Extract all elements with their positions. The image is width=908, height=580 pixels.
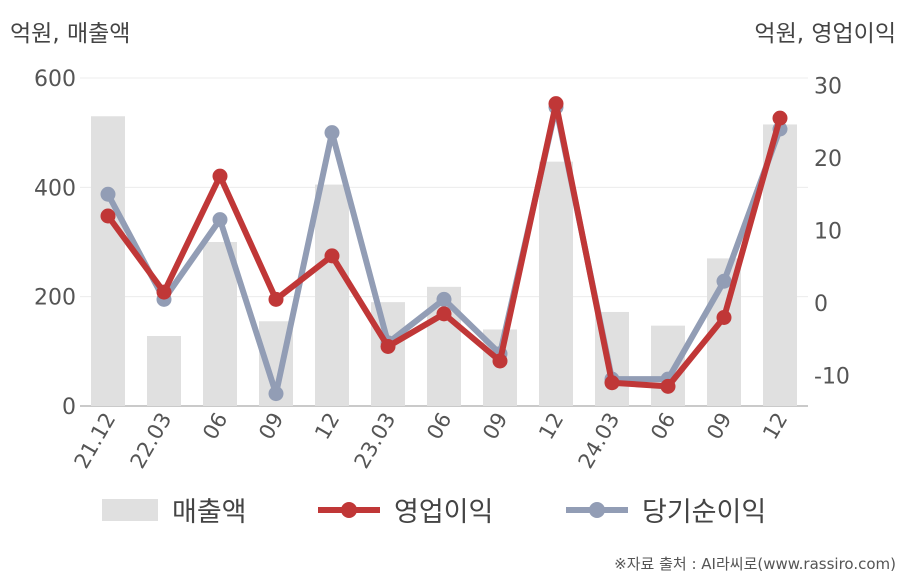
operating-profit-point — [548, 96, 564, 112]
operating-profit-point — [156, 284, 172, 300]
operating-profit-point — [772, 110, 788, 126]
right-axis: -10 0 10 20 30 — [814, 75, 850, 390]
x-tick-label: 21.12 — [69, 409, 120, 473]
net-income-point — [212, 212, 228, 228]
left-tick-label: 0 — [62, 395, 76, 420]
operating-profit-point — [324, 248, 340, 264]
x-axis: 21.12 22.03 06 09 12 23.03 06 09 12 24.03 06 09 12 — [69, 409, 792, 473]
legend-label-net-income: 당기순이익 — [642, 497, 767, 528]
revenue-bar — [91, 116, 125, 407]
left-tick-label: 200 — [34, 286, 76, 311]
profit-lines — [100, 96, 788, 402]
legend-swatch-operating-profit — [318, 497, 380, 523]
legend-item-net-income: 당기순이익 — [566, 490, 766, 529]
x-tick-label: 06 — [422, 409, 456, 444]
revenue-bars — [91, 116, 797, 407]
x-tick-label: 22.03 — [125, 409, 176, 473]
legend-item-operating-profit: 영업이익 — [318, 490, 493, 529]
operating-profit-point — [604, 375, 620, 391]
operating-profit-point — [212, 168, 228, 184]
source-note: ※자료 출처 : AI라씨로(www.rassiro.com) — [614, 555, 896, 573]
right-tick-label: 20 — [814, 147, 842, 172]
x-tick-label: 12 — [534, 409, 568, 444]
legend-label-revenue: 매출액 — [172, 497, 247, 528]
net-income-point — [268, 386, 284, 402]
left-axis-unit: 억원, 매출액 — [10, 21, 131, 47]
revenue-bar — [651, 325, 685, 406]
right-tick-label: 30 — [814, 75, 842, 100]
left-tick-label: 600 — [34, 67, 76, 92]
right-tick-label: -10 — [814, 365, 850, 390]
x-tick-label: 06 — [646, 409, 680, 444]
operating-profit-point — [380, 339, 396, 354]
x-tick-label: 09 — [702, 409, 736, 444]
x-tick-label: 24.03 — [573, 409, 624, 473]
revenue-bar — [147, 336, 181, 406]
net-income-point — [100, 186, 116, 202]
net-income-point — [716, 273, 732, 289]
revenue-bar — [539, 161, 573, 406]
right-tick-label: 0 — [814, 292, 828, 317]
left-tick-label: 400 — [34, 176, 76, 201]
x-tick-label: 23.03 — [349, 409, 400, 473]
operating-profit-point — [660, 378, 676, 394]
legend-swatch-revenue — [102, 498, 158, 521]
operating-profit-point — [436, 306, 452, 322]
revenue-bar — [371, 302, 405, 406]
x-tick-label: 09 — [254, 409, 288, 444]
operating-profit-point — [716, 310, 732, 325]
left-axis: 0 200 400 600 — [34, 67, 76, 420]
net-income-point — [436, 291, 452, 307]
right-axis-unit: 억원, 영업이익 — [754, 21, 896, 47]
operating-profit-point — [492, 353, 508, 369]
revenue-bar — [203, 242, 237, 406]
legend-label-operating-profit: 영업이익 — [394, 497, 494, 528]
net-income-point — [324, 125, 340, 141]
x-tick-label: 09 — [478, 409, 512, 444]
legend-item-revenue: 매출액 — [102, 490, 247, 529]
legend-swatch-net-income — [566, 497, 628, 523]
x-tick-label: 06 — [198, 409, 232, 444]
operating-profit-point — [100, 208, 116, 224]
revenue-bar — [315, 184, 349, 406]
x-tick-label: 12 — [310, 409, 344, 444]
right-tick-label: 10 — [814, 220, 842, 245]
revenue-bar — [763, 124, 797, 406]
x-tick-label: 12 — [758, 409, 792, 444]
operating-profit-point — [268, 291, 284, 307]
